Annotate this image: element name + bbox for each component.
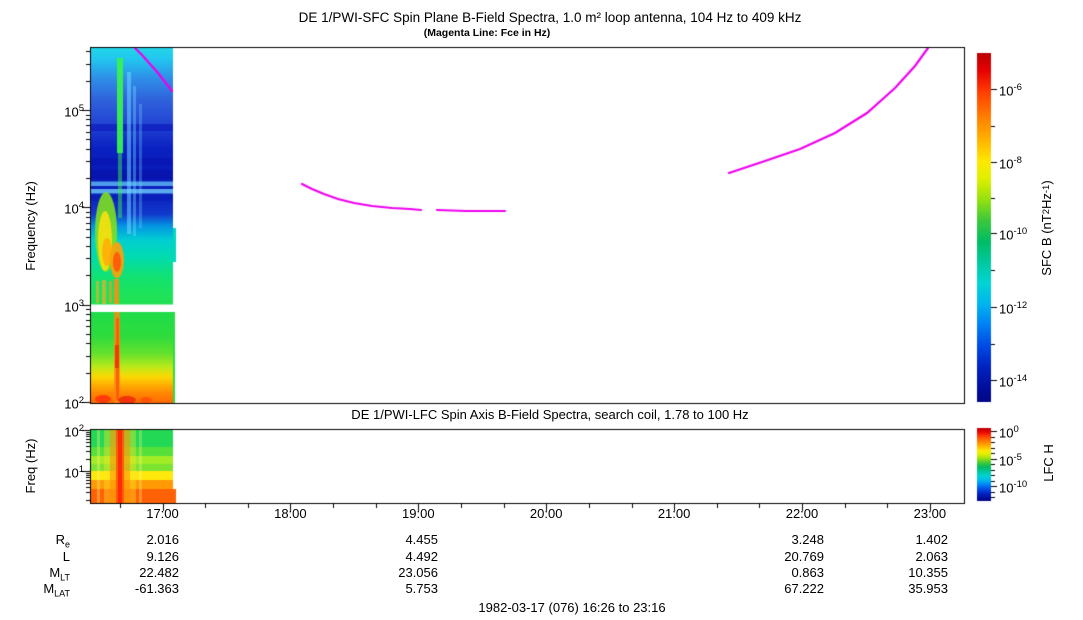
sfc-colorbar-tick-label: 10-10 — [999, 226, 1028, 243]
orbit-value: 4.492 — [405, 549, 438, 564]
orbit-value: 0.863 — [791, 565, 824, 580]
x-tick-label: 18:00 — [274, 506, 307, 521]
lfc-colorbar-tick-label: 10-5 — [999, 451, 1022, 468]
sfc-colorbar-tick-label: 10-8 — [999, 155, 1022, 172]
lfc-colorbar-tick-label: 100 — [999, 424, 1019, 441]
orbit-value: 67.222 — [784, 581, 824, 596]
orbit-row-label: MLT — [49, 565, 70, 583]
orbit-value: 9.126 — [146, 549, 179, 564]
sfc-y-axis-label: Frequency (Hz) — [22, 181, 38, 271]
lfc-y-tick-label: 101 — [64, 464, 84, 481]
orbit-value: 2.016 — [146, 532, 179, 547]
lfc-panel-title: DE 1/PWI-LFC Spin Axis B-Field Spectra, … — [351, 407, 749, 422]
orbit-value: 2.063 — [915, 549, 948, 564]
x-tick-label: 21:00 — [657, 506, 691, 521]
orbit-value: 10.355 — [908, 565, 948, 580]
sfc-colorbar-tick-label: 10-12 — [999, 300, 1028, 317]
orbit-value: 23.056 — [398, 565, 438, 580]
orbit-row-label: MLAT — [43, 581, 70, 599]
orbit-value: 4.455 — [405, 532, 438, 547]
lfc-colorbar-tick-label: 10-10 — [999, 479, 1028, 496]
orbit-row-label: L — [62, 549, 70, 564]
sfc-colorbar-tick-label: 10-14 — [999, 373, 1028, 390]
x-tick-label: 23:00 — [913, 506, 947, 521]
x-tick-label: 22:00 — [785, 506, 819, 521]
lfc-y-tick-label: 102 — [64, 423, 84, 440]
sfc-y-tick-label: 104 — [64, 200, 84, 217]
x-tick-label: 19:00 — [402, 506, 435, 521]
sfc-colorbar-tick-label: 10-6 — [999, 82, 1022, 99]
orbit-value: 5.753 — [405, 581, 438, 596]
orbit-value: 35.953 — [908, 581, 948, 596]
orbit-row-label: Re — [55, 532, 70, 550]
orbit-value: -61.363 — [134, 581, 179, 596]
x-tick-label: 20:00 — [529, 506, 563, 521]
sfc-panel-subtitle: (Magenta Line: Fce in Hz) — [423, 27, 551, 39]
sfc-y-tick-label: 105 — [64, 103, 84, 120]
x-tick-label: 17:00 — [146, 506, 179, 521]
sfc-y-tick-label: 102 — [64, 395, 84, 412]
orbit-value: 22.482 — [139, 565, 179, 580]
orbit-value: 20.769 — [784, 549, 824, 564]
orbit-value: 1.402 — [915, 532, 948, 547]
sfc-panel-title: DE 1/PWI-SFC Spin Plane B-Field Spectra,… — [298, 10, 802, 25]
orbit-value: 3.248 — [791, 532, 824, 547]
sfc-y-tick-label: 103 — [64, 297, 84, 315]
time-range-caption: 1982-03-17 (076) 16:26 to 23:16 — [478, 600, 666, 615]
